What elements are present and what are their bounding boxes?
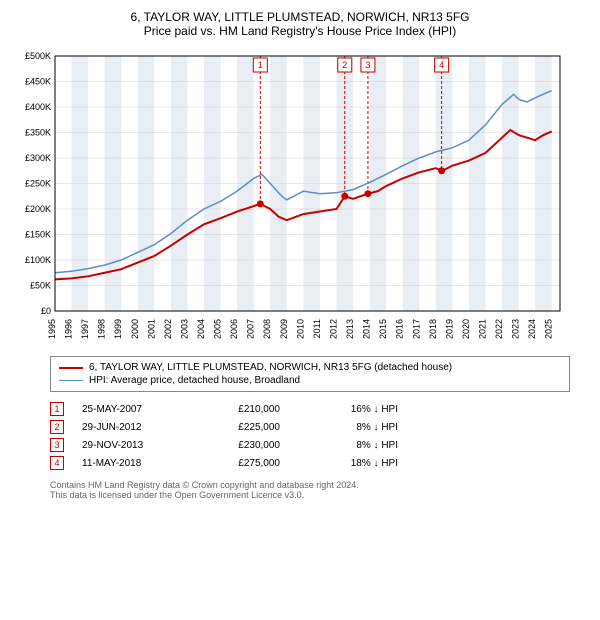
legend-label: HPI: Average price, detached house, Broa… — [89, 375, 300, 386]
y-tick-label: £400K — [25, 102, 51, 112]
footer-line2: This data is licensed under the Open Gov… — [50, 490, 570, 500]
y-tick-label: £200K — [25, 204, 51, 214]
row-price: £225,000 — [200, 422, 280, 433]
y-tick-label: £500K — [25, 51, 51, 61]
x-tick-label: 2018 — [428, 319, 438, 339]
table-row: 2 29-JUN-2012 £225,000 8% ↓ HPI — [50, 418, 570, 436]
x-tick-label: 2015 — [378, 319, 388, 339]
legend-swatch — [59, 367, 83, 369]
x-tick-label: 2011 — [312, 319, 322, 338]
row-date: 11-MAY-2018 — [82, 458, 182, 469]
x-tick-label: 2025 — [544, 319, 554, 339]
x-tick-label: 2006 — [229, 319, 239, 339]
row-marker: 1 — [50, 402, 64, 416]
table-row: 4 11-MAY-2018 £275,000 18% ↓ HPI — [50, 454, 570, 472]
y-tick-label: £450K — [25, 77, 51, 87]
x-tick-label: 2000 — [130, 319, 140, 339]
x-tick-label: 2004 — [196, 319, 206, 339]
x-tick-label: 2002 — [163, 319, 173, 339]
x-tick-label: 1997 — [80, 319, 90, 339]
transaction-marker-label: 3 — [365, 60, 370, 70]
row-marker: 2 — [50, 420, 64, 434]
row-diff: 18% ↓ HPI — [298, 458, 398, 469]
x-tick-label: 2012 — [328, 319, 338, 339]
row-date: 25-MAY-2007 — [82, 404, 182, 415]
y-tick-label: £50K — [30, 281, 51, 291]
x-tick-label: 1996 — [64, 319, 74, 339]
row-marker: 4 — [50, 456, 64, 470]
x-tick-label: 2023 — [511, 319, 521, 339]
y-tick-label: £250K — [25, 179, 51, 189]
row-diff: 8% ↓ HPI — [298, 440, 398, 451]
y-tick-label: £350K — [25, 128, 51, 138]
chart-legend: 6, TAYLOR WAY, LITTLE PLUMSTEAD, NORWICH… — [50, 356, 570, 392]
legend-swatch — [59, 380, 83, 382]
table-row: 1 25-MAY-2007 £210,000 16% ↓ HPI — [50, 400, 570, 418]
x-tick-label: 2020 — [461, 319, 471, 339]
row-diff: 16% ↓ HPI — [298, 404, 398, 415]
transaction-marker-label: 4 — [439, 60, 444, 70]
x-tick-label: 2017 — [411, 319, 421, 339]
footer-line1: Contains HM Land Registry data © Crown c… — [50, 480, 570, 490]
legend-item: HPI: Average price, detached house, Broa… — [59, 374, 561, 387]
x-tick-label: 2019 — [444, 319, 454, 339]
x-tick-label: 2022 — [494, 319, 504, 339]
transaction-point — [257, 200, 264, 207]
row-price: £210,000 — [200, 404, 280, 415]
y-tick-label: £0 — [41, 306, 51, 316]
x-tick-label: 2001 — [146, 319, 156, 339]
row-price: £230,000 — [200, 440, 280, 451]
legend-item: 6, TAYLOR WAY, LITTLE PLUMSTEAD, NORWICH… — [59, 361, 561, 374]
row-date: 29-JUN-2012 — [82, 422, 182, 433]
x-tick-label: 1998 — [97, 319, 107, 339]
title-line2: Price paid vs. HM Land Registry's House … — [10, 24, 590, 38]
legend-label: 6, TAYLOR WAY, LITTLE PLUMSTEAD, NORWICH… — [89, 362, 452, 373]
x-tick-label: 2005 — [213, 319, 223, 339]
x-tick-label: 2009 — [279, 319, 289, 339]
row-diff: 8% ↓ HPI — [298, 422, 398, 433]
x-tick-label: 2014 — [362, 319, 372, 339]
y-tick-label: £150K — [25, 230, 51, 240]
transaction-point — [364, 190, 371, 197]
x-tick-label: 2010 — [295, 319, 305, 339]
x-tick-label: 2008 — [262, 319, 272, 339]
x-tick-label: 2016 — [395, 319, 405, 339]
x-tick-label: 2013 — [345, 319, 355, 339]
x-tick-label: 2021 — [477, 319, 487, 339]
x-tick-label: 1995 — [47, 319, 57, 339]
transaction-point — [438, 167, 445, 174]
x-tick-label: 1999 — [113, 319, 123, 339]
transactions-table: 1 25-MAY-2007 £210,000 16% ↓ HPI 2 29-JUN-201… — [50, 400, 570, 472]
price-chart: £0 £50K £100K £150K £200K £250K £300K £350K £400… — [10, 46, 590, 346]
x-tick-label: 2007 — [246, 319, 256, 339]
row-price: £275,000 — [200, 458, 280, 469]
x-tick-label: 2003 — [179, 319, 189, 339]
row-marker: 3 — [50, 438, 64, 452]
table-row: 3 29-NOV-2013 £230,000 8% ↓ HPI — [50, 436, 570, 454]
transaction-marker-label: 1 — [258, 60, 263, 70]
y-tick-label: £100K — [25, 255, 51, 265]
x-tick-label: 2024 — [527, 319, 537, 339]
row-date: 29-NOV-2013 — [82, 440, 182, 451]
chart-title: 6, TAYLOR WAY, LITTLE PLUMSTEAD, NORWICH… — [10, 10, 590, 38]
transaction-marker-label: 2 — [342, 60, 347, 70]
y-tick-label: £300K — [25, 153, 51, 163]
title-line1: 6, TAYLOR WAY, LITTLE PLUMSTEAD, NORWICH… — [10, 10, 590, 24]
footer-attribution: Contains HM Land Registry data © Crown c… — [50, 480, 570, 500]
transaction-point — [341, 193, 348, 200]
